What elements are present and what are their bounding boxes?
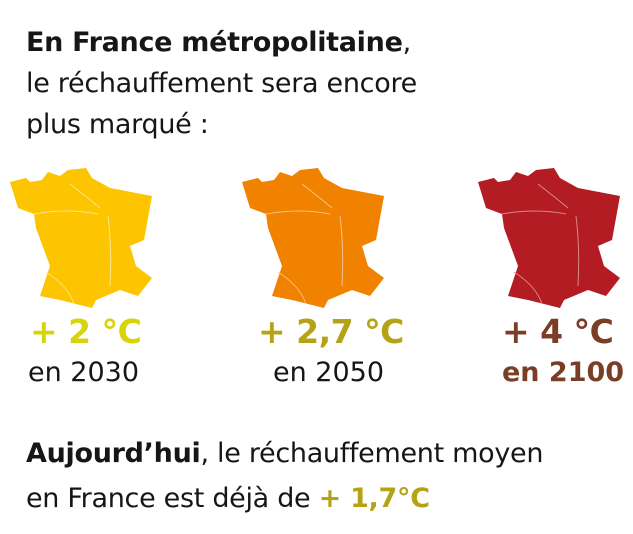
temp-2030: + 2 °C [30, 312, 142, 351]
year-2050: en 2050 [273, 357, 385, 388]
intro-line2: le réchauffement sera encore [26, 68, 417, 99]
year-2030: en 2030 [28, 357, 140, 388]
year-2100: en 2100 [502, 357, 625, 388]
outro-text: Aujourd’hui, le réchauffement moyen en F… [26, 438, 544, 514]
france-map-2030-icon [10, 168, 152, 308]
france-map-2050-icon [242, 168, 384, 308]
intro-line3: plus marqué : [26, 109, 209, 140]
temp-2050: + 2,7 °C [258, 312, 404, 351]
france-map-2100-icon [478, 168, 620, 308]
intro-bold: En France métropolitaine [26, 27, 403, 58]
intro-text: En France métropolitaine, le réchauffeme… [26, 22, 417, 145]
outro-bold: Aujourd’hui [26, 438, 201, 469]
current-warming-value: + 1,7°C [318, 483, 430, 514]
temp-2100: + 4 °C [502, 312, 614, 351]
